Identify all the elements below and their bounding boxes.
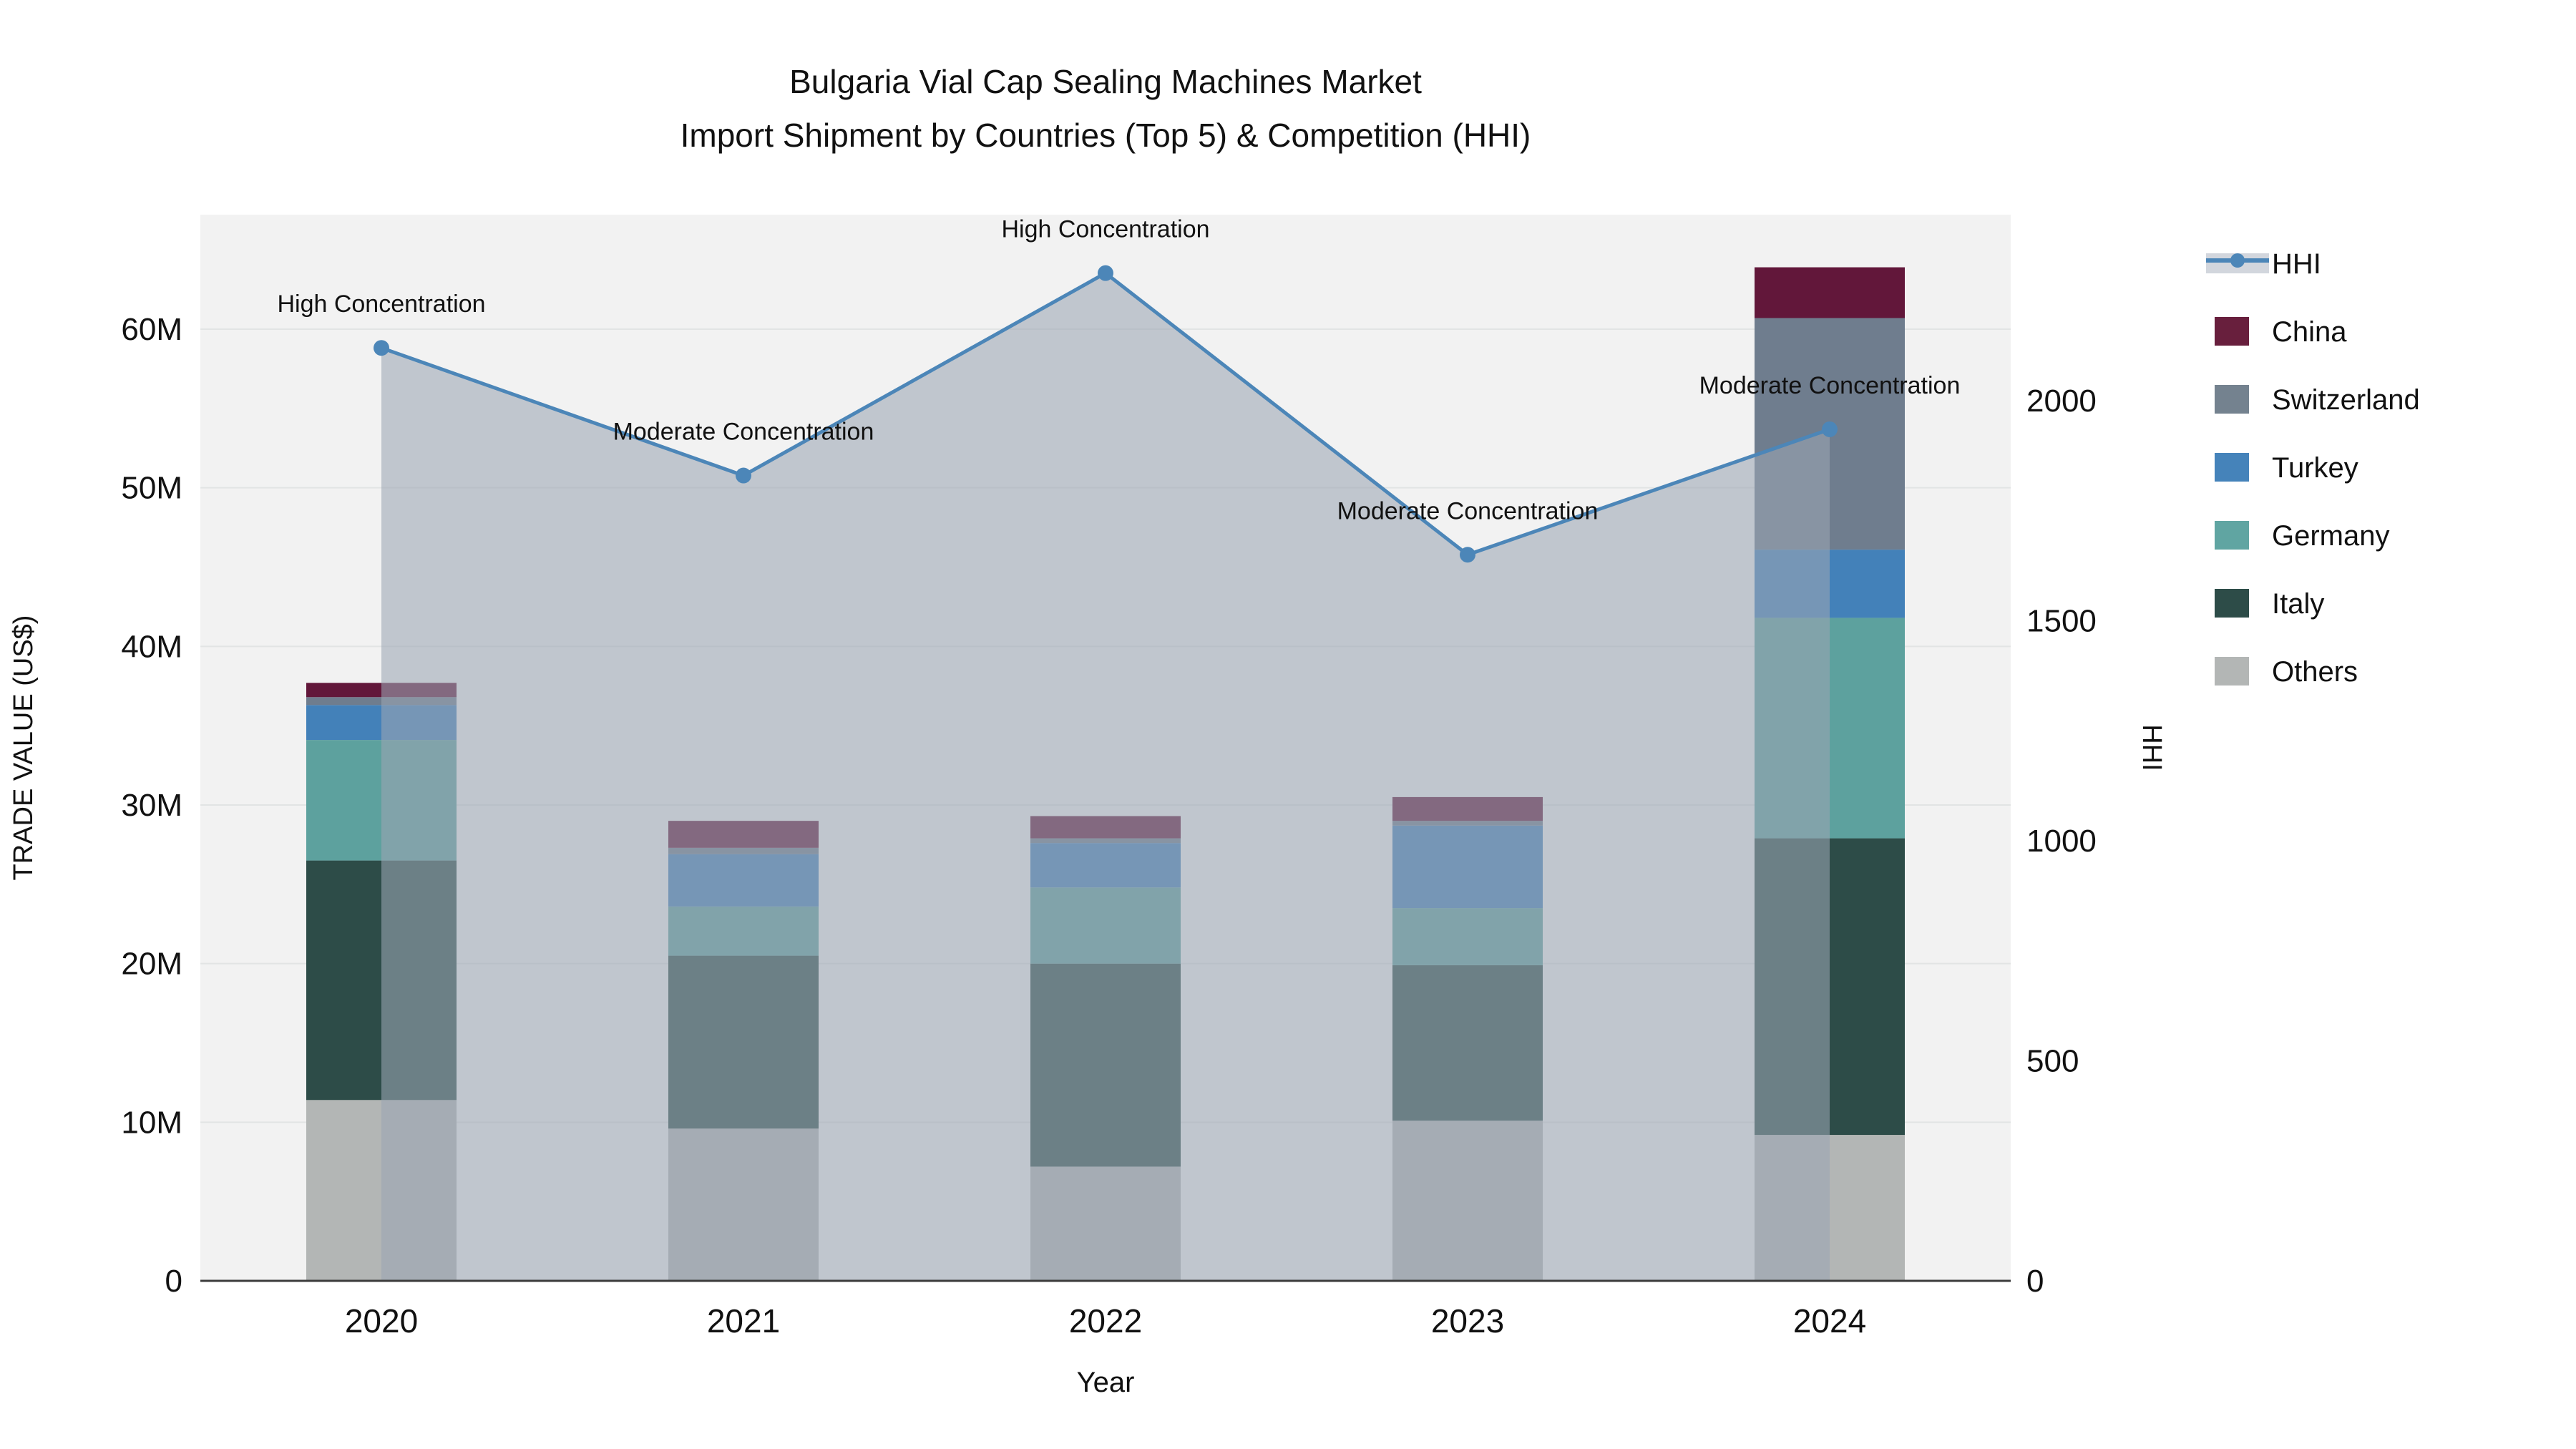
hhi-point-2024[interactable] bbox=[1822, 421, 1838, 437]
hhi-point-2020[interactable] bbox=[374, 340, 389, 356]
chart-title-line2: Import Shipment by Countries (Top 5) & C… bbox=[680, 117, 1531, 154]
legend-item-turkey[interactable]: Turkey bbox=[2215, 452, 2358, 484]
legend-swatch-china bbox=[2215, 317, 2249, 346]
legend-item-germany[interactable]: Germany bbox=[2215, 520, 2390, 552]
y-left-axis-title: TRADE VALUE (US$) bbox=[9, 615, 39, 881]
legend-item-switzerland[interactable]: Switzerland bbox=[2215, 384, 2420, 416]
legend: HHI China Switzerland Turkey Germany Italy Oth… bbox=[2206, 248, 2420, 688]
y-right-tick: 1500 bbox=[2026, 604, 2097, 639]
x-tick-2023: 2023 bbox=[1431, 1302, 1504, 1340]
legend-label-germany: Germany bbox=[2272, 520, 2390, 552]
y-right-tick: 1000 bbox=[2026, 824, 2097, 859]
y-left-tick: 0 bbox=[165, 1264, 182, 1299]
x-tick-2024: 2024 bbox=[1793, 1302, 1866, 1340]
legend-item-china[interactable]: China bbox=[2215, 316, 2347, 348]
annotation-2022: High Concentration bbox=[1001, 216, 1209, 243]
y-left-tick: 40M bbox=[121, 629, 182, 664]
legend-hhi-marker-icon bbox=[2230, 253, 2245, 268]
y-right-axis-title: HHI bbox=[2137, 724, 2167, 771]
legend-swatch-others bbox=[2215, 657, 2249, 686]
legend-item-hhi[interactable]: HHI bbox=[2206, 248, 2321, 280]
annotation-2020: High Concentration bbox=[277, 291, 485, 318]
legend-label-italy: Italy bbox=[2272, 588, 2324, 620]
legend-label-china: China bbox=[2272, 316, 2347, 348]
x-tick-2022: 2022 bbox=[1069, 1302, 1142, 1340]
y-left-tick: 10M bbox=[121, 1105, 182, 1140]
legend-label-turkey: Turkey bbox=[2272, 452, 2358, 484]
x-tick-2020: 2020 bbox=[345, 1302, 418, 1340]
x-tick-2021: 2021 bbox=[707, 1302, 780, 1340]
annotation-2023: Moderate Concentration bbox=[1337, 497, 1599, 525]
y-left-tick: 50M bbox=[121, 471, 182, 506]
legend-swatch-italy bbox=[2215, 589, 2249, 618]
hhi-point-2022[interactable] bbox=[1098, 265, 1113, 281]
chart-title-line1: Bulgaria Vial Cap Sealing Machines Marke… bbox=[789, 63, 1422, 100]
legend-swatch-germany bbox=[2215, 521, 2249, 550]
hhi-point-2023[interactable] bbox=[1460, 547, 1475, 563]
legend-label-others: Others bbox=[2272, 656, 2358, 688]
legend-item-italy[interactable]: Italy bbox=[2215, 588, 2324, 620]
y-left-tick: 20M bbox=[121, 947, 182, 982]
annotation-2024: Moderate Concentration bbox=[1699, 372, 1961, 399]
hhi-area-fill bbox=[381, 273, 1830, 1281]
y-left-tick: 30M bbox=[121, 788, 182, 823]
legend-label-switzerland: Switzerland bbox=[2272, 384, 2420, 416]
y-right-tick: 500 bbox=[2026, 1044, 2079, 1079]
bar-segment-china-2024[interactable] bbox=[1755, 267, 1905, 318]
x-axis-title: Year bbox=[1077, 1367, 1135, 1398]
legend-swatch-turkey bbox=[2215, 453, 2249, 482]
annotation-2021: Moderate Concentration bbox=[613, 419, 874, 446]
y-right-tick: 2000 bbox=[2026, 384, 2097, 419]
y-left-tick: 60M bbox=[121, 312, 182, 347]
hhi-point-2021[interactable] bbox=[736, 467, 751, 484]
legend-item-others[interactable]: Others bbox=[2215, 656, 2358, 688]
legend-label-hhi: HHI bbox=[2272, 248, 2321, 280]
y-right-tick: 0 bbox=[2026, 1264, 2044, 1299]
legend-swatch-switzerland bbox=[2215, 385, 2249, 414]
